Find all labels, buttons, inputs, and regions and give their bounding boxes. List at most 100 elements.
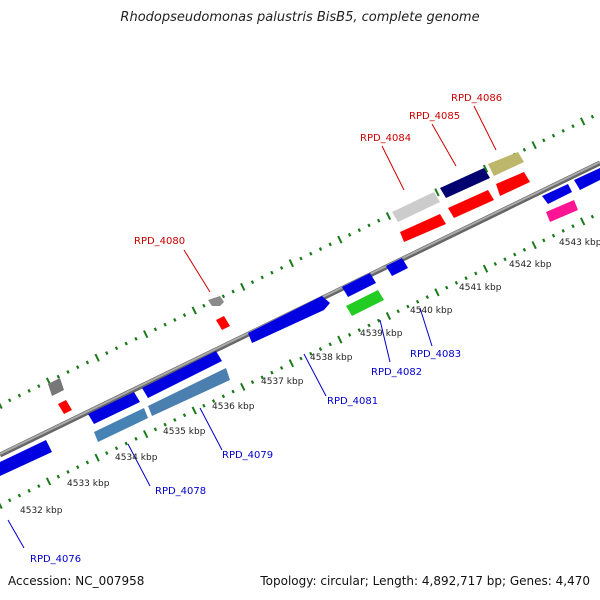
- inner-ring-tick: [270, 370, 274, 375]
- outer-ring-tick: [561, 129, 565, 133]
- outer-ring-tick: [153, 327, 158, 332]
- outer-ring-tick: [56, 374, 60, 379]
- gene-rpd4083-fwd[interactable]: [386, 258, 408, 276]
- outer-ring-tick: [27, 388, 31, 393]
- gene-label-rpd4081[interactable]: RPD_4081: [327, 396, 378, 407]
- inner-ring-tick: [288, 359, 294, 368]
- outer-ring-tick: [124, 341, 128, 346]
- outer-ring-tick: [66, 370, 70, 374]
- inner-ring-tick: [114, 446, 119, 451]
- outer-ring-tick: [279, 266, 284, 270]
- gene-label-rpd4085[interactable]: RPD_4085: [409, 111, 460, 122]
- gene-rpd4086[interactable]: [488, 152, 524, 176]
- gene-red-4086[interactable]: [496, 172, 530, 196]
- inner-ring-tick: [580, 217, 586, 226]
- inner-tick-ring: [0, 214, 595, 510]
- outer-ring-tick: [482, 164, 489, 173]
- tick-label-4534: 4534 kbp: [115, 453, 158, 463]
- gene-label-rpd4078[interactable]: RPD_4078: [155, 486, 206, 497]
- outer-ring-tick: [347, 232, 352, 237]
- gene-red-small-2[interactable]: [216, 316, 230, 330]
- gene-rpd4079-steel[interactable]: [148, 368, 230, 416]
- inner-ring-tick: [415, 299, 420, 304]
- outer-ring-tick: [134, 336, 138, 341]
- gene-right-blue-1[interactable]: [542, 184, 572, 204]
- outer-ring-tick: [105, 351, 109, 355]
- reverse-strand-genes: [58, 172, 578, 442]
- gene-rpd4079-fwd[interactable]: [142, 351, 222, 398]
- inner-ring-tick: [221, 394, 226, 399]
- outer-ring-tick: [143, 330, 149, 339]
- outer-ring-tick: [231, 289, 235, 294]
- inner-ring-tick: [134, 436, 138, 441]
- outer-ring-tick: [260, 275, 264, 280]
- inner-ring-tick: [211, 399, 216, 403]
- gene-pink[interactable]: [546, 200, 578, 222]
- outer-ring-tick: [270, 270, 274, 275]
- inner-ring-tick: [56, 474, 60, 479]
- tick-label-4540: 4540 kbp: [410, 306, 453, 316]
- inner-ring-tick: [231, 389, 235, 394]
- tick-label-4533: 4533 kbp: [67, 479, 110, 489]
- outer-ring-tick: [328, 242, 332, 247]
- gene-grey-small-1[interactable]: [48, 378, 64, 396]
- gene-rpd4078[interactable]: [94, 408, 148, 442]
- inner-ring-tick: [551, 233, 556, 238]
- gene-rpd4082-fwd[interactable]: [342, 273, 376, 297]
- gene-rpd4081-fwd[interactable]: [248, 296, 330, 343]
- gene-rpd4080-arrow[interactable]: [208, 296, 224, 306]
- outer-ring-tick: [551, 133, 556, 138]
- inner-ring-tick: [37, 484, 41, 488]
- tick-label-4541: 4541 kbp: [459, 283, 502, 293]
- gene-red-small-1[interactable]: [58, 400, 72, 414]
- inner-ring-tick: [445, 285, 449, 290]
- kbp-tick-labels: 4532 kbp 4533 kbp 4534 kbp 4535 kbp 4536…: [20, 238, 600, 516]
- outer-ring-tick: [114, 346, 119, 351]
- inner-ring-tick: [0, 502, 3, 510]
- gene-rpd4085[interactable]: [440, 168, 490, 198]
- outer-ring-tick: [288, 259, 294, 268]
- outer-ring-tick: [357, 228, 361, 233]
- gene-red-4085[interactable]: [448, 190, 494, 218]
- gene-rpd4084[interactable]: [392, 192, 440, 222]
- outer-ring-tick: [337, 235, 343, 244]
- inner-ring-tick: [8, 498, 12, 503]
- inner-ring-tick: [17, 493, 22, 498]
- tick-label-4535: 4535 kbp: [163, 427, 206, 437]
- inner-ring-tick: [124, 441, 128, 446]
- inner-ring-tick: [328, 342, 332, 347]
- gene-right-blue-2[interactable]: [574, 168, 600, 190]
- inner-ring-tick: [279, 366, 284, 370]
- tick-label-4532: 4532 kbp: [20, 506, 63, 516]
- gene-label-rpd4084[interactable]: RPD_4084: [360, 133, 411, 144]
- genome-summary-text: Topology: circular; Length: 4,892,717 bp…: [260, 574, 590, 588]
- outer-ring-tick: [221, 294, 226, 299]
- inner-ring-tick: [377, 318, 381, 323]
- inner-ring-tick: [299, 356, 303, 361]
- inner-ring-tick: [464, 276, 468, 281]
- gene-label-rpd4082[interactable]: RPD_4082: [371, 367, 422, 378]
- inner-ring-tick: [434, 288, 440, 297]
- gene-label-rpd4086[interactable]: RPD_4086: [451, 93, 502, 104]
- inner-ring-tick: [337, 335, 343, 344]
- accession-text: Accession: NC_007958: [8, 574, 145, 588]
- gene-label-rpd4080[interactable]: RPD_4080: [134, 236, 185, 247]
- inner-ring-tick: [250, 380, 255, 385]
- inner-ring-tick: [260, 375, 264, 380]
- gene-label-rpd4079[interactable]: RPD_4079: [222, 450, 273, 461]
- gene-rpd4077-fwd[interactable]: [88, 392, 140, 424]
- inner-ring-tick: [163, 422, 167, 427]
- inner-ring-tick: [522, 247, 527, 252]
- gene-left-blue[interactable]: [0, 440, 52, 476]
- tick-label-4543: 4543 kbp: [559, 238, 600, 248]
- gene-red-4084[interactable]: [400, 214, 446, 242]
- gene-rpd4082-green[interactable]: [346, 290, 384, 316]
- inner-ring-tick: [347, 332, 352, 337]
- outer-ring-tick: [85, 360, 90, 365]
- inner-ring-tick: [240, 382, 246, 391]
- gene-label-rpd4083[interactable]: RPD_4083: [410, 349, 461, 360]
- inner-ring-tick: [173, 418, 177, 422]
- gene-label-rpd4076[interactable]: RPD_4076: [30, 554, 81, 565]
- inner-ring-tick: [318, 347, 323, 351]
